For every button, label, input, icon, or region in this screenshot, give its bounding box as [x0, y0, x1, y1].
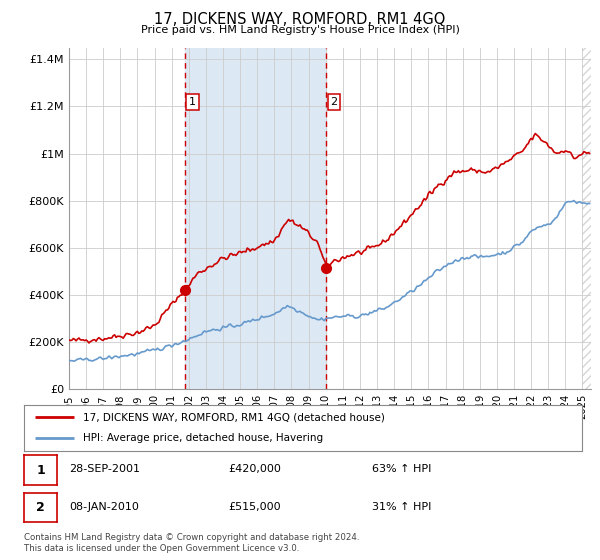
Text: 63% ↑ HPI: 63% ↑ HPI — [372, 464, 431, 474]
Bar — [583, 48, 591, 389]
Text: £420,000: £420,000 — [228, 464, 281, 474]
Text: Contains HM Land Registry data © Crown copyright and database right 2024.
This d: Contains HM Land Registry data © Crown c… — [24, 533, 359, 553]
Text: Price paid vs. HM Land Registry's House Price Index (HPI): Price paid vs. HM Land Registry's House … — [140, 25, 460, 35]
Text: 1: 1 — [36, 464, 45, 477]
Text: 2: 2 — [331, 97, 338, 108]
Text: HPI: Average price, detached house, Havering: HPI: Average price, detached house, Have… — [83, 433, 323, 444]
Text: 17, DICKENS WAY, ROMFORD, RM1 4GQ: 17, DICKENS WAY, ROMFORD, RM1 4GQ — [154, 12, 446, 27]
Bar — [185, 48, 326, 389]
Text: £515,000: £515,000 — [228, 502, 281, 512]
Text: 17, DICKENS WAY, ROMFORD, RM1 4GQ (detached house): 17, DICKENS WAY, ROMFORD, RM1 4GQ (detac… — [83, 412, 385, 422]
Text: 31% ↑ HPI: 31% ↑ HPI — [372, 502, 431, 512]
Text: 28-SEP-2001: 28-SEP-2001 — [69, 464, 140, 474]
Text: 2: 2 — [36, 501, 45, 514]
Text: 08-JAN-2010: 08-JAN-2010 — [69, 502, 139, 512]
Text: 1: 1 — [189, 97, 196, 108]
